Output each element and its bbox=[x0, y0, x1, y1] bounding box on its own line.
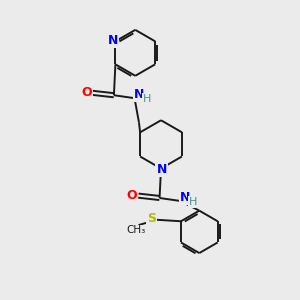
Text: N: N bbox=[180, 190, 190, 204]
Text: H: H bbox=[189, 197, 197, 207]
Text: O: O bbox=[81, 86, 92, 99]
Text: H: H bbox=[143, 94, 152, 104]
Text: N: N bbox=[134, 88, 145, 101]
Text: S: S bbox=[147, 212, 156, 225]
Text: O: O bbox=[127, 188, 137, 202]
Text: N: N bbox=[156, 163, 167, 176]
Text: N: N bbox=[108, 34, 118, 47]
Text: CH₃: CH₃ bbox=[127, 225, 146, 236]
